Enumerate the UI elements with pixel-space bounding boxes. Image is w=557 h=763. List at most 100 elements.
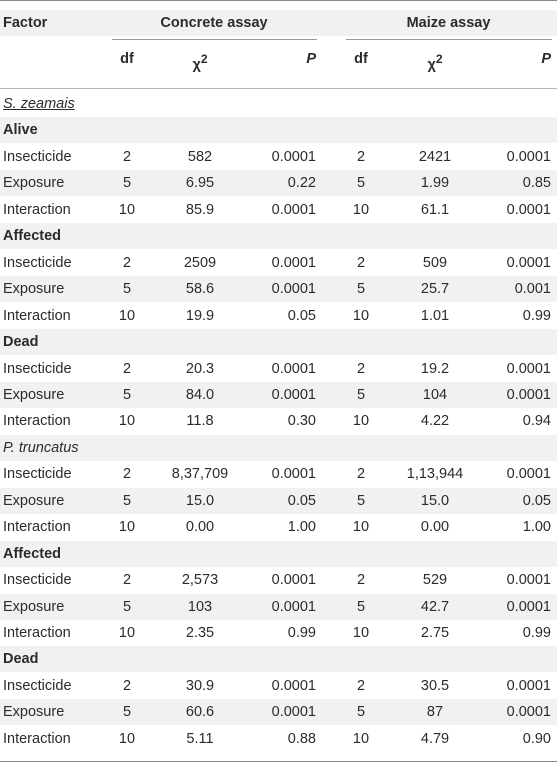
- df-maize-cell: 2: [356, 148, 366, 165]
- p-concrete-cell: 0.0001: [271, 201, 316, 218]
- table-row: Interaction 10 5.11 0.88 10 4.79 0.90: [0, 726, 557, 752]
- df-maize-cell: 10: [352, 730, 370, 747]
- p-concrete-cell: 0.0001: [271, 281, 316, 298]
- df-maize-cell: 5: [356, 492, 366, 509]
- chi-concrete-cell: 2509: [183, 254, 217, 271]
- chi-maize-cell: 61.1: [420, 201, 450, 218]
- table-bottom-rule: [0, 761, 557, 762]
- chi-maize-cell: 2421: [418, 148, 452, 165]
- factor-cell: Exposure: [3, 492, 65, 509]
- chi-maize-cell: 42.7: [420, 598, 450, 615]
- table-top-rule: [0, 0, 557, 1]
- df-concrete-cell: 5: [122, 492, 132, 509]
- chi-maize-cell: 2.75: [420, 625, 450, 641]
- p-maize-cell: 0.94: [522, 413, 551, 430]
- df-concrete-cell: 2: [122, 360, 132, 377]
- df-maize-cell: 2: [356, 466, 366, 483]
- p-maize-cell: 0.0001: [506, 704, 551, 721]
- df-maize-cell: 10: [352, 413, 370, 430]
- chi-concrete-cell: 2.35: [185, 625, 215, 641]
- section-row: Alive: [0, 117, 557, 144]
- chi-concrete-cell: 103: [187, 598, 213, 615]
- chi-concrete-cell: 58.6: [185, 281, 215, 298]
- chi-maize-cell: 30.5: [420, 677, 450, 694]
- table-row: Interaction 10 85.9 0.0001 10 61.1 0.0001: [0, 197, 557, 223]
- chi-concrete-cell: 0.00: [185, 519, 215, 536]
- p-concrete-cell: 0.0001: [271, 254, 316, 271]
- p-concrete-cell: 0.99: [287, 625, 316, 641]
- header-chi-concrete: χ2: [192, 52, 208, 73]
- maize-group-rule: [346, 39, 552, 40]
- chi-maize-cell: 4.22: [420, 413, 450, 430]
- table-row: Interaction 10 11.8 0.30 10 4.22 0.94: [0, 408, 557, 434]
- df-concrete-cell: 10: [118, 413, 136, 430]
- chi-maize-cell: 19.2: [420, 360, 450, 377]
- df-maize-cell: 5: [356, 175, 366, 192]
- header-sub-row: df χ2 P df χ2 P: [0, 46, 557, 73]
- factor-cell: Interaction: [3, 519, 71, 536]
- df-concrete-cell: 5: [122, 704, 132, 721]
- p-maize-cell: 0.99: [522, 625, 551, 641]
- concrete-group-rule: [112, 39, 317, 40]
- table-row: Insecticide 2 582 0.0001 2 2421 0.0001: [0, 144, 557, 170]
- p-maize-cell: 1.00: [522, 519, 551, 536]
- section-label: Affected: [3, 545, 62, 562]
- header-chi-maize: χ2: [427, 52, 443, 73]
- chi-concrete-cell: 30.9: [185, 677, 215, 694]
- section-label: Affected: [3, 228, 62, 245]
- header-bottom-rule: [0, 88, 557, 89]
- p-concrete-cell: 1.00: [287, 519, 316, 536]
- header-maize-assay: Maize assay: [406, 15, 491, 31]
- species-label: P. truncatus: [3, 439, 79, 456]
- species-label: S. zeamais: [3, 96, 75, 112]
- section-label: Dead: [3, 651, 39, 668]
- factor-cell: Insecticide: [3, 572, 72, 589]
- df-maize-cell: 10: [352, 519, 370, 536]
- header-group-row: Factor Concrete assay Maize assay: [0, 10, 557, 36]
- df-maize-cell: 5: [356, 704, 366, 721]
- factor-cell: Exposure: [3, 704, 65, 721]
- p-concrete-cell: 0.0001: [271, 466, 316, 483]
- df-concrete-cell: 10: [118, 201, 136, 218]
- factor-cell: Insecticide: [3, 254, 72, 271]
- df-maize-cell: 2: [356, 572, 366, 589]
- factor-cell: Insecticide: [3, 677, 72, 694]
- factor-cell: Insecticide: [3, 466, 72, 483]
- chi-concrete-cell: 11.8: [186, 413, 214, 430]
- chi-concrete-cell: 8,37,709: [171, 466, 229, 483]
- chi-concrete-cell: 84.0: [185, 386, 215, 403]
- table-row: Insecticide 2 30.9 0.0001 2 30.5 0.0001: [0, 673, 557, 699]
- p-maize-cell: 0.05: [522, 492, 551, 509]
- df-concrete-cell: 2: [122, 148, 132, 165]
- p-concrete-cell: 0.0001: [271, 148, 316, 165]
- p-maize-cell: 0.99: [522, 307, 551, 324]
- df-concrete-cell: 2: [122, 677, 132, 694]
- p-concrete-cell: 0.0001: [271, 704, 316, 721]
- p-maize-cell: 0.001: [514, 281, 551, 298]
- header-concrete-assay: Concrete assay: [160, 15, 268, 31]
- header-df-maize: df: [354, 51, 368, 67]
- table-row: Insecticide 2 2509 0.0001 2 509 0.0001: [0, 250, 557, 276]
- factor-cell: Interaction: [3, 625, 71, 641]
- chi-concrete-cell: 15.0: [185, 492, 215, 509]
- chi-concrete-cell: 5.11: [186, 730, 214, 747]
- section-row: Affected: [0, 223, 557, 250]
- chi-maize-cell: 509: [422, 254, 448, 271]
- p-maize-cell: 0.0001: [506, 386, 551, 403]
- table-row: Exposure 5 58.6 0.0001 5 25.7 0.001: [0, 276, 557, 303]
- table-row: Interaction 10 0.00 1.00 10 0.00 1.00: [0, 514, 557, 540]
- chi-maize-cell: 25.7: [420, 281, 450, 298]
- df-maize-cell: 5: [356, 598, 366, 615]
- species-row: S. zeamais: [0, 91, 557, 117]
- p-concrete-cell: 0.0001: [271, 360, 316, 377]
- p-concrete-cell: 0.05: [287, 307, 316, 324]
- df-concrete-cell: 5: [122, 175, 132, 192]
- df-concrete-cell: 10: [118, 625, 136, 641]
- chi-maize-cell: 15.0: [420, 492, 450, 509]
- chi-maize-cell: 1.01: [420, 307, 450, 324]
- chi-concrete-cell: 19.9: [185, 307, 215, 324]
- table-row: Insecticide 2 20.3 0.0001 2 19.2 0.0001: [0, 356, 557, 382]
- chi-concrete-cell: 6.95: [185, 175, 215, 192]
- section-row: Affected: [0, 540, 557, 567]
